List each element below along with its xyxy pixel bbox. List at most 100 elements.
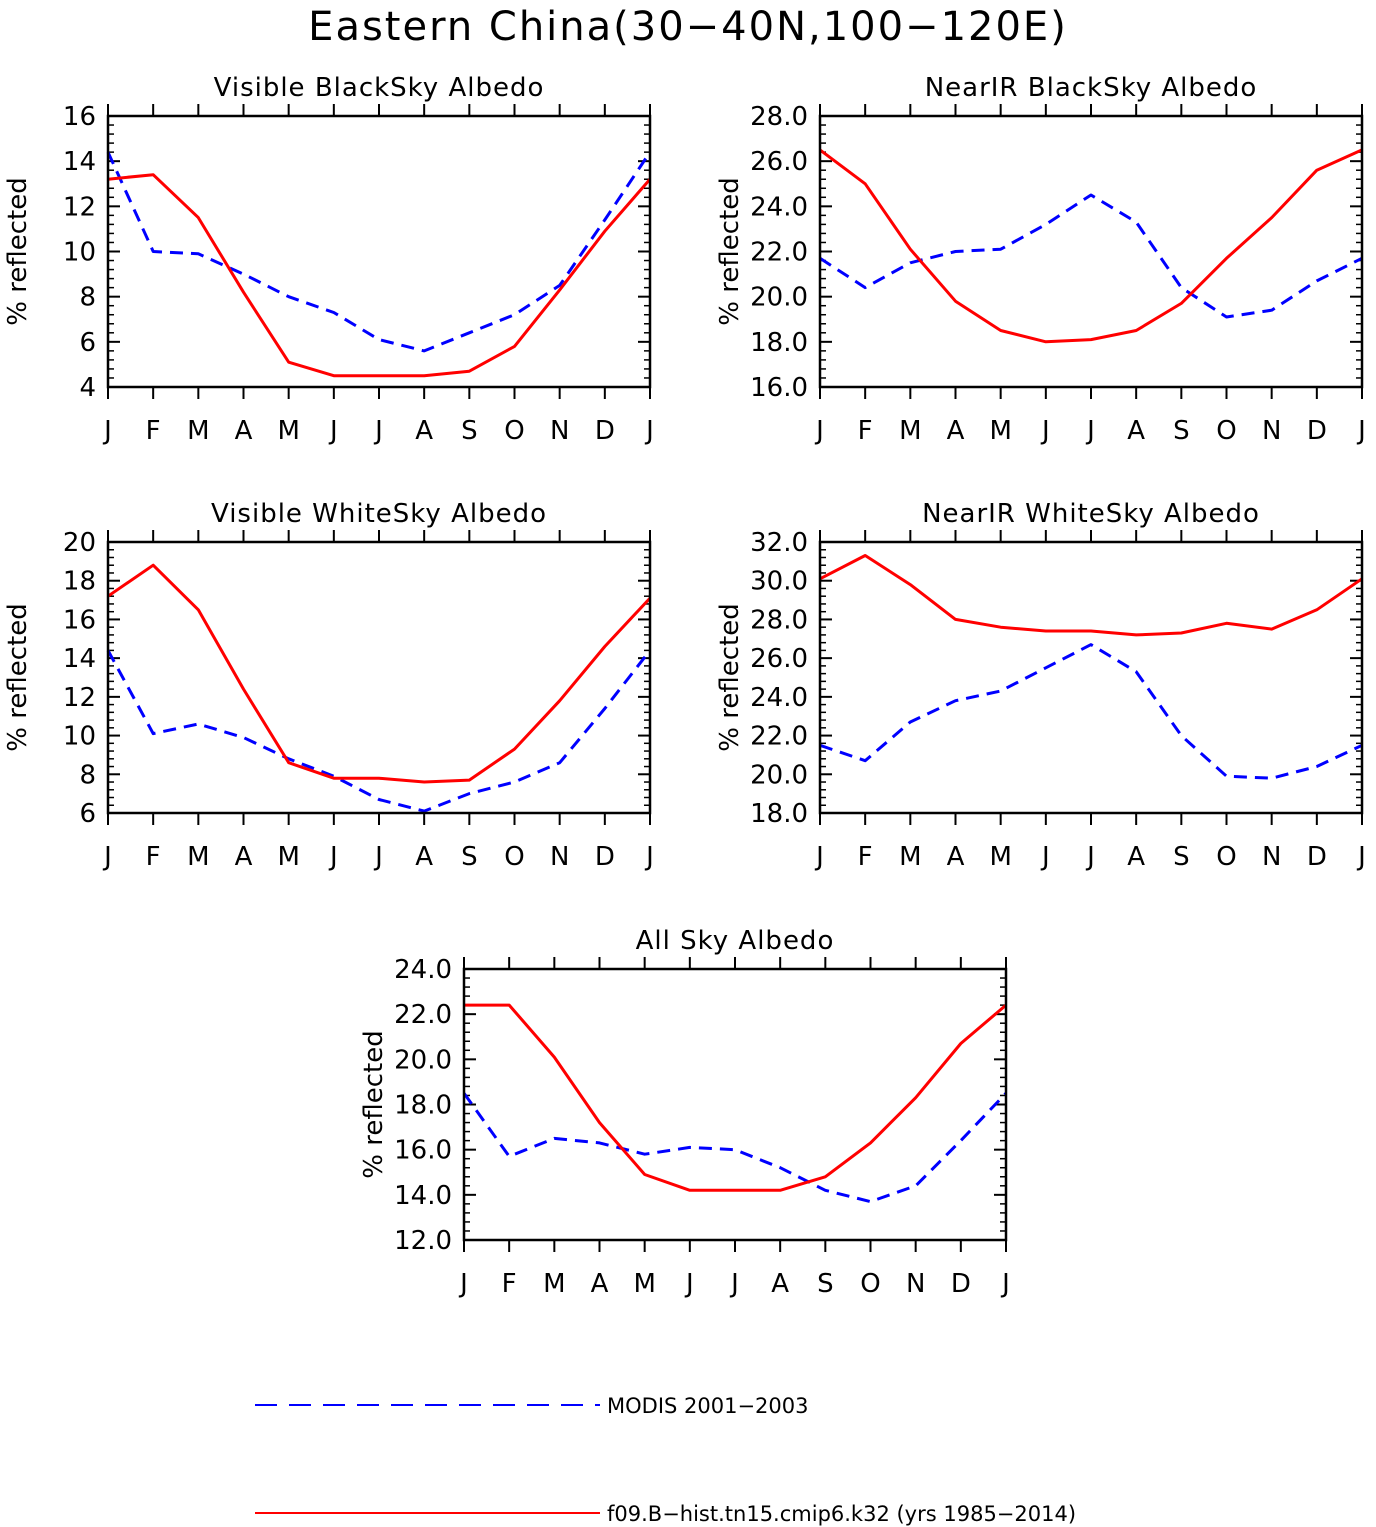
legend: MODIS 2001−2003 f09.B−hist.tn15.cmip6.k3… — [255, 1394, 1076, 1526]
panel-group: Visible BlackSky Albedo % reflected 4 6 8 10 1… — [3, 73, 1366, 1299]
y-tick-label: 12.0 — [394, 1226, 452, 1256]
y-axis-label: % reflected — [715, 177, 745, 325]
y-tick-label: 8 — [79, 760, 96, 790]
x-tick-label-jan: J — [814, 842, 824, 872]
y-tick-label: 30.0 — [750, 567, 808, 597]
legend-modis-label: MODIS 2001−2003 — [607, 1394, 809, 1418]
y-axis-label: % reflected — [3, 177, 33, 325]
x-tick-label-aug: A — [415, 416, 433, 446]
panel-title: Visible BlackSky Albedo — [214, 73, 545, 103]
x-tick-label-jun: J — [1040, 416, 1050, 446]
x-tick-label-mar: M — [187, 842, 209, 872]
y-tick-label: 24.0 — [750, 683, 808, 713]
x-tick-label-mar: M — [899, 842, 921, 872]
x-tick-label-may: M — [989, 416, 1011, 446]
series-line-model — [107, 173, 652, 378]
y-tick-label: 28.0 — [750, 605, 808, 635]
x-tick-label-feb: F — [858, 416, 873, 446]
x-tick-label-nov: N — [906, 1269, 925, 1299]
y-tick-label: 24.0 — [750, 192, 808, 222]
x-tick-label-sep: S — [461, 842, 478, 872]
y-tick-label: 12 — [63, 192, 96, 222]
x-tick-label-apr: A — [947, 416, 965, 446]
x-tick-label-jul: J — [373, 842, 383, 872]
x-tick-label-dec: D — [951, 1269, 971, 1299]
plot-frame — [106, 114, 652, 389]
x-tick-label-mar: M — [899, 416, 921, 446]
x-tick-label-apr: A — [947, 842, 965, 872]
x-tick-label-apr: A — [235, 416, 253, 446]
x-tick-label-jan: J — [102, 842, 112, 872]
x-tick-label-jan: J — [458, 1269, 468, 1299]
x-tick-label-may: M — [277, 416, 299, 446]
y-tick-label: 22.0 — [394, 1000, 452, 1030]
x-tick-label-nov: N — [1262, 416, 1281, 446]
x-tick-label-oct: O — [504, 416, 524, 446]
x-tick-label-dec: D — [595, 842, 615, 872]
panel-title: All Sky Albedo — [636, 926, 835, 956]
x-tick-label-jan: J — [814, 416, 824, 446]
x-tick-label-jul: J — [373, 416, 383, 446]
panel-4: NearIR WhiteSky Albedo % reflected 18.0 20.… — [715, 499, 1366, 872]
series-line-model — [107, 563, 652, 784]
x-tick-label-jan2: J — [1356, 416, 1366, 446]
y-tick-label: 14 — [63, 644, 96, 674]
y-tick-label: 22.0 — [750, 238, 808, 268]
x-tick-label-jun: J — [328, 416, 338, 446]
y-tick-label: 16.0 — [394, 1136, 452, 1166]
y-tick-label: 22.0 — [750, 722, 808, 752]
y-tick-label: 20.0 — [750, 283, 808, 313]
y-axis-label: % reflected — [3, 603, 33, 751]
x-tick-label-may: M — [989, 842, 1011, 872]
x-tick-label-jul: J — [1085, 416, 1095, 446]
x-tick-label-feb: F — [502, 1269, 517, 1299]
x-tick-label-jan2: J — [644, 842, 654, 872]
series-line-model — [819, 554, 1363, 637]
x-tick-label-feb: F — [146, 842, 161, 872]
y-tick-label: 14 — [63, 147, 96, 177]
plot-frame — [818, 540, 1364, 815]
y-tick-label: 20.0 — [750, 760, 808, 790]
x-tick-label-dec: D — [595, 416, 615, 446]
x-tick-label-sep: S — [1173, 416, 1190, 446]
x-tick-label-nov: N — [550, 416, 569, 446]
y-tick-label: 24.0 — [394, 955, 452, 985]
x-tick-label-feb: F — [146, 416, 161, 446]
panel-2: NearIR BlackSky Albedo % reflected 16.0 18.… — [715, 73, 1366, 446]
y-tick-label: 20.0 — [394, 1045, 452, 1075]
figure-title: Eastern China(30−40N,100−120E) — [308, 4, 1068, 50]
x-tick-label-jan: J — [102, 416, 112, 446]
panel-title: Visible WhiteSky Albedo — [211, 499, 547, 529]
y-tick-label: 18.0 — [750, 328, 808, 358]
plot-frame — [106, 540, 652, 815]
y-tick-label: 18.0 — [394, 1091, 452, 1121]
x-tick-label-apr: A — [235, 842, 253, 872]
y-tick-label: 16 — [63, 102, 96, 132]
series-line-modis — [106, 151, 652, 353]
x-tick-label-sep: S — [817, 1269, 834, 1299]
y-tick-label: 6 — [79, 328, 96, 358]
x-tick-label-oct: O — [1216, 842, 1236, 872]
panel-1: Visible BlackSky Albedo % reflected 4 6 8 10 1… — [3, 73, 654, 446]
y-tick-label: 16.0 — [750, 373, 808, 403]
x-tick-label-feb: F — [858, 842, 873, 872]
x-tick-label-mar: M — [187, 416, 209, 446]
y-tick-label: 12 — [63, 683, 96, 713]
x-tick-label-aug: A — [1127, 416, 1145, 446]
x-tick-label-jan2: J — [1000, 1269, 1010, 1299]
x-tick-label-apr: A — [591, 1269, 609, 1299]
x-tick-label-nov: N — [1262, 842, 1281, 872]
panel-title: NearIR WhiteSky Albedo — [922, 499, 1260, 529]
x-tick-label-jan2: J — [644, 416, 654, 446]
x-tick-label-jul: J — [729, 1269, 739, 1299]
y-tick-label: 18.0 — [750, 799, 808, 829]
x-tick-label-jun: J — [1040, 842, 1050, 872]
x-tick-label-mar: M — [543, 1269, 565, 1299]
x-tick-label-jun: J — [328, 842, 338, 872]
y-tick-label: 14.0 — [394, 1181, 452, 1211]
x-tick-label-dec: D — [1307, 416, 1327, 446]
y-axis-label: % reflected — [359, 1030, 389, 1178]
x-tick-label-oct: O — [860, 1269, 880, 1299]
panel-title: NearIR BlackSky Albedo — [925, 73, 1258, 103]
legend-model-label: f09.B−hist.tn15.cmip6.k32 (yrs 1985−2014… — [607, 1502, 1076, 1526]
